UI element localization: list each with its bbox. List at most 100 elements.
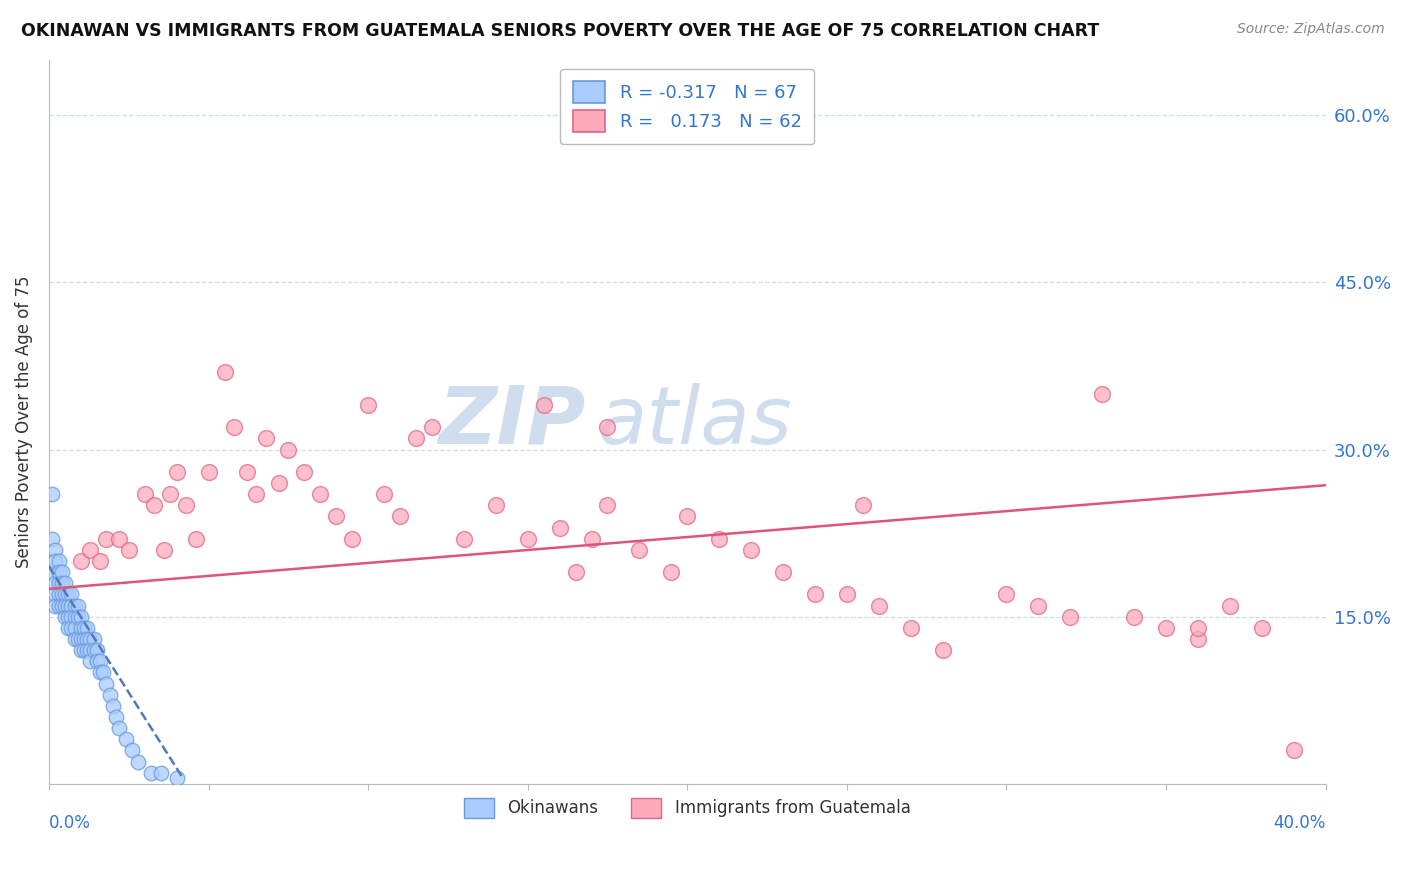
Point [73,632,96,646]
Point [772,565,794,579]
Point [98,688,121,702]
Point [79,542,101,557]
Point [76,632,98,646]
Point [1219,599,1241,613]
Point [63,632,86,646]
Point [70,632,93,646]
Point [121,743,143,757]
Point [56,621,79,635]
Point [48,554,70,568]
Point [48,576,70,591]
Point [134,487,156,501]
Y-axis label: Seniors Poverty Over the Age of 75: Seniors Poverty Over the Age of 75 [15,276,32,568]
Point [60,587,83,601]
Point [51,576,73,591]
Point [214,365,236,379]
Point [96,532,118,546]
Point [868,599,890,613]
Point [548,520,571,534]
Point [44,542,66,557]
Point [740,542,762,557]
Point [41,532,63,546]
Point [852,498,875,512]
Point [66,599,89,613]
Point [48,565,70,579]
Point [1154,621,1177,635]
Point [89,665,111,680]
Point [76,621,98,635]
Point [48,599,70,613]
Point [96,676,118,690]
Point [53,587,76,601]
Point [149,765,172,780]
Point [44,587,66,601]
Point [254,432,277,446]
Point [104,710,127,724]
Point [89,554,111,568]
Point [197,465,219,479]
Point [596,498,619,512]
Point [91,665,114,680]
Point [63,621,86,635]
Point [114,732,136,747]
Point [41,487,63,501]
Point [60,621,83,635]
Point [63,609,86,624]
Point [70,554,93,568]
Point [405,432,427,446]
Point [309,487,332,501]
Point [70,643,93,657]
Point [389,509,412,524]
Point [596,420,619,434]
Point [118,542,141,557]
Point [581,532,603,546]
Point [1187,632,1209,646]
Point [66,609,89,624]
Point [86,643,108,657]
Point [70,609,93,624]
Point [70,621,93,635]
Text: atlas: atlas [598,383,793,461]
Point [79,643,101,657]
Point [41,565,63,579]
Point [931,643,953,657]
Point [373,487,395,501]
Point [48,587,70,601]
Point [56,587,79,601]
Point [66,632,89,646]
Point [44,576,66,591]
Point [420,420,443,434]
Point [709,532,731,546]
Point [86,654,108,668]
Point [83,632,105,646]
Point [357,398,380,412]
Point [1091,387,1114,401]
Point [53,576,76,591]
Point [166,772,188,786]
Point [1187,621,1209,635]
Point [995,587,1018,601]
Point [127,755,149,769]
Point [277,442,299,457]
Point [153,542,176,557]
Point [1026,599,1049,613]
Point [676,509,699,524]
Point [101,698,124,713]
Text: Source: ZipAtlas.com: Source: ZipAtlas.com [1237,22,1385,37]
Point [63,599,86,613]
Text: OKINAWAN VS IMMIGRANTS FROM GUATEMALA SENIORS POVERTY OVER THE AGE OF 75 CORRELA: OKINAWAN VS IMMIGRANTS FROM GUATEMALA SE… [21,22,1099,40]
Point [56,609,79,624]
Point [166,465,188,479]
Point [1059,609,1081,624]
Legend: Okinawans, Immigrants from Guatemala: Okinawans, Immigrants from Guatemala [453,786,922,830]
Point [1123,609,1146,624]
Point [1250,621,1272,635]
Point [628,542,651,557]
Point [184,532,207,546]
Point [659,565,682,579]
Point [51,587,73,601]
Point [564,565,586,579]
Point [900,621,922,635]
Point [139,765,162,780]
Point [56,599,79,613]
